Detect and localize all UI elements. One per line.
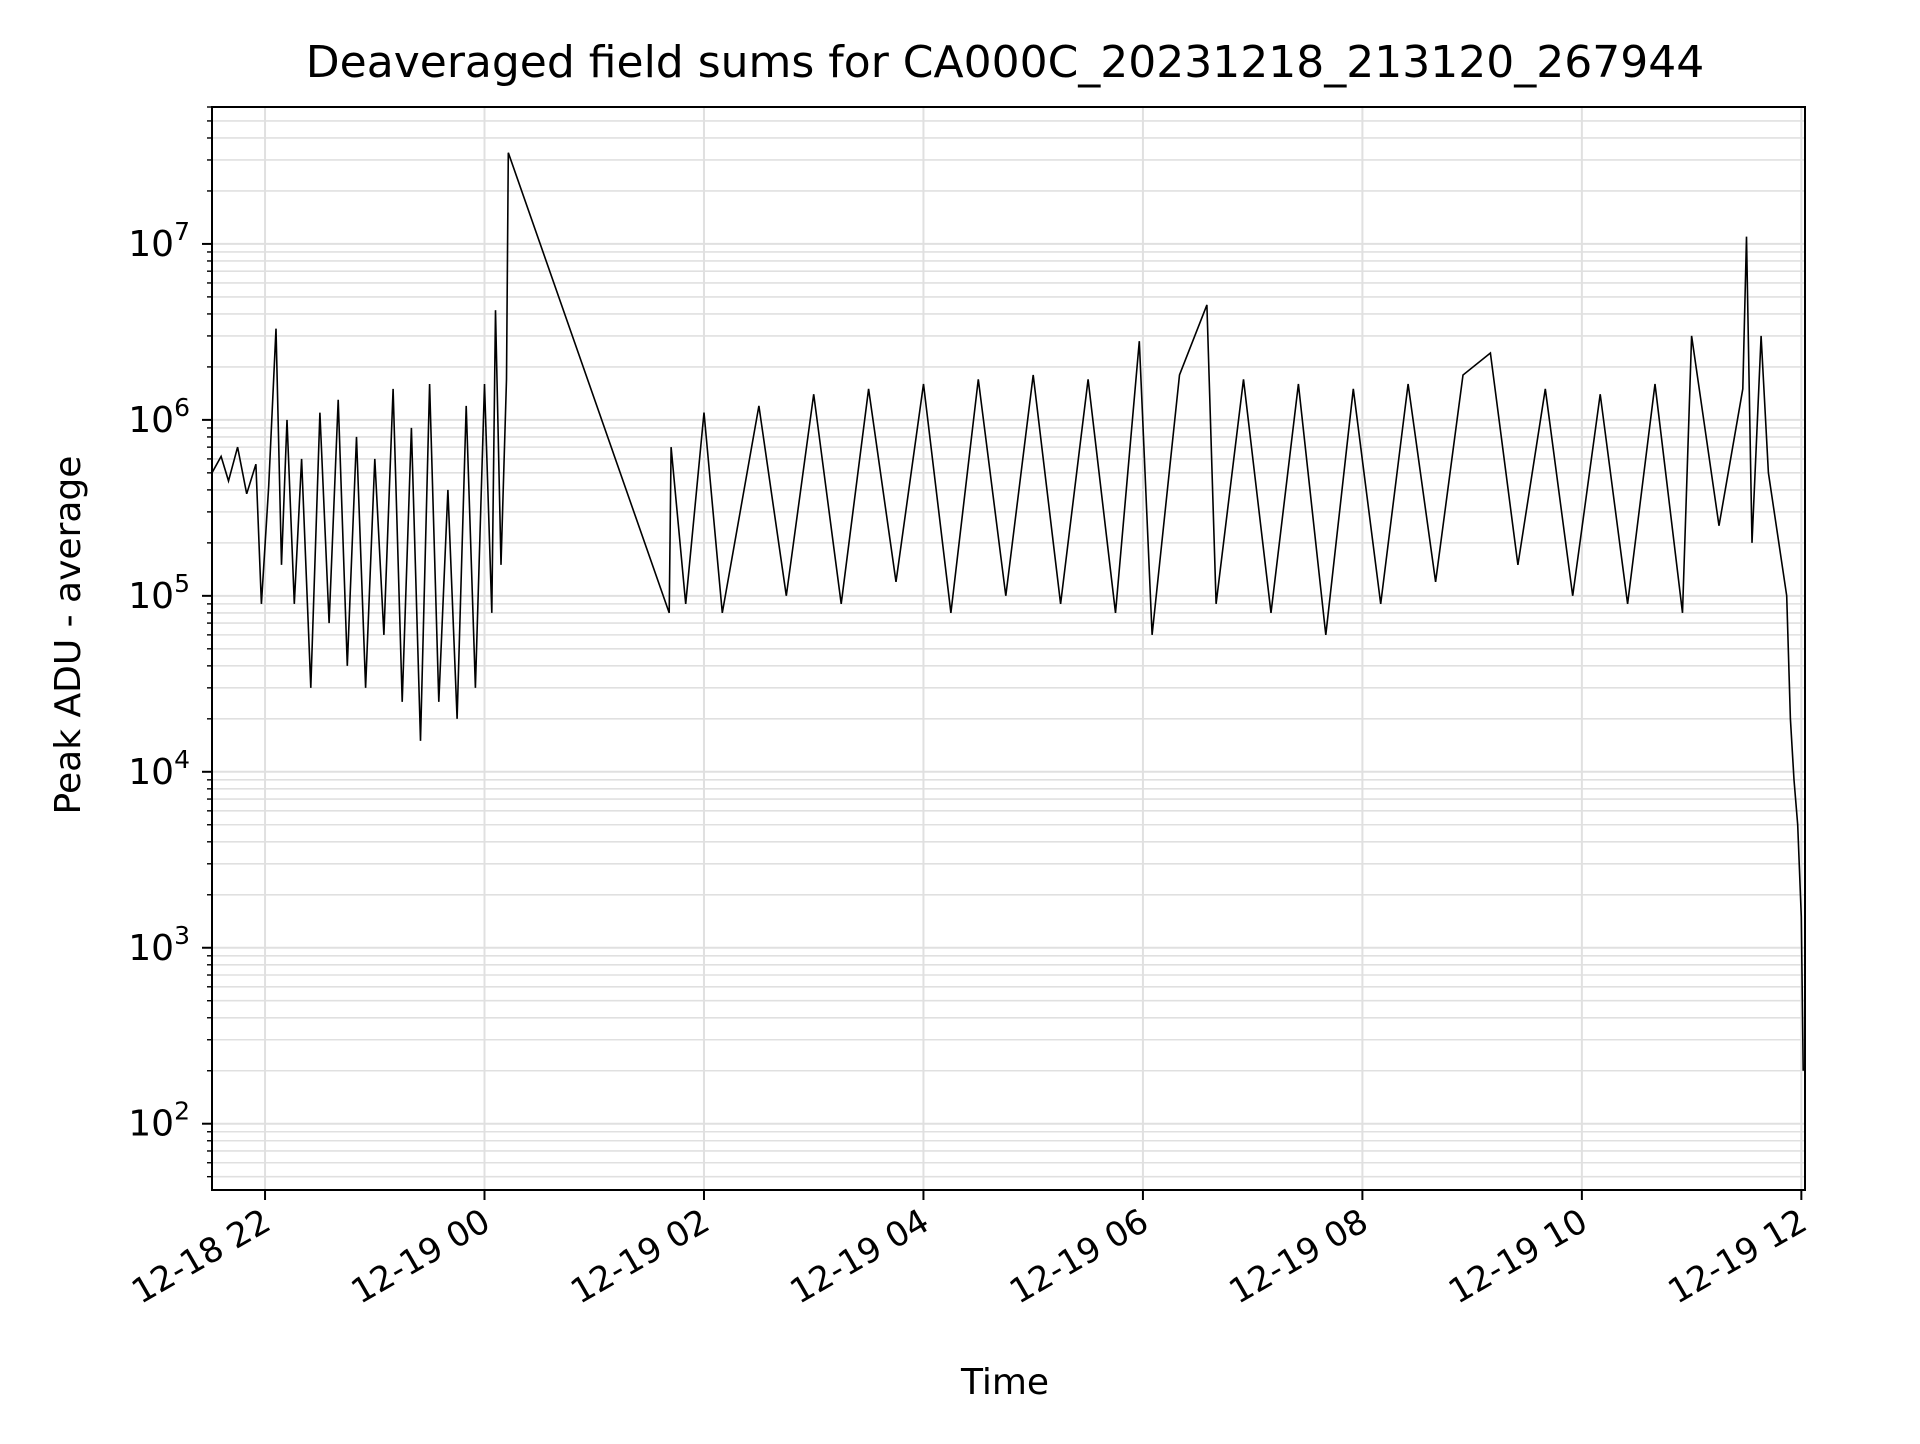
x-tick-label: 12-18 22 xyxy=(125,1201,277,1312)
x-tick-label: 12-19 04 xyxy=(784,1201,936,1312)
grid-lines xyxy=(212,106,1805,1190)
y-tick-base: 10 xyxy=(128,224,174,265)
y-tick-label: 102 xyxy=(128,1097,190,1145)
y-tick-label: 105 xyxy=(128,569,190,617)
y-tick-base: 10 xyxy=(128,928,174,969)
y-tick-base: 10 xyxy=(128,752,174,793)
x-axis-label: Time xyxy=(960,1362,1049,1403)
y-tick-base: 10 xyxy=(128,576,174,617)
y-tick-label: 103 xyxy=(128,921,190,969)
x-tick-label: 12-19 08 xyxy=(1223,1201,1375,1312)
x-tick-label: 12-19 00 xyxy=(345,1201,497,1312)
x-tick-label: 12-19 10 xyxy=(1442,1201,1594,1312)
x-tick-label: 12-19 02 xyxy=(564,1201,716,1312)
y-tick-exponent: 2 xyxy=(174,1097,190,1126)
data-series-group xyxy=(211,152,1804,1071)
y-tick-exponent: 7 xyxy=(174,217,190,246)
x-tick-label: 12-19 06 xyxy=(1003,1201,1155,1312)
y-tick-label: 107 xyxy=(128,217,190,265)
y-tick-exponent: 3 xyxy=(174,921,190,950)
y-tick-exponent: 6 xyxy=(174,393,190,422)
series-line xyxy=(211,152,1804,1071)
y-tick-exponent: 4 xyxy=(174,745,190,774)
y-tick-exponent: 5 xyxy=(174,569,190,598)
y-tick-base: 10 xyxy=(128,400,174,441)
y-tick-base: 10 xyxy=(128,1104,174,1145)
y-axis-label: Peak ADU - average xyxy=(48,456,89,815)
x-tick-label: 12-19 12 xyxy=(1661,1201,1813,1312)
y-tick-label: 106 xyxy=(128,393,190,441)
chart-title: Deaveraged field sums for CA000C_2023121… xyxy=(306,37,1704,88)
y-tick-label: 104 xyxy=(128,745,190,793)
